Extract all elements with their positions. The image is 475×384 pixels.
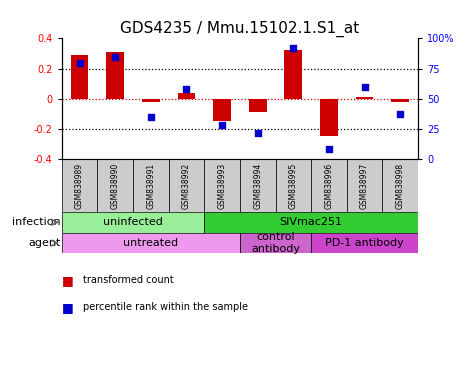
- Text: transformed count: transformed count: [83, 275, 174, 285]
- Bar: [391, 99, 409, 102]
- Text: GSM838998: GSM838998: [396, 162, 405, 209]
- Text: GSM838990: GSM838990: [111, 162, 120, 209]
- Text: GSM838989: GSM838989: [75, 162, 84, 209]
- Point: [111, 53, 119, 60]
- Text: control
antibody: control antibody: [251, 232, 300, 254]
- Bar: [71, 55, 88, 99]
- Text: GSM838997: GSM838997: [360, 162, 369, 209]
- Bar: [320, 99, 338, 136]
- Bar: [204, 159, 240, 212]
- Text: untreated: untreated: [123, 238, 179, 248]
- Text: GSM838991: GSM838991: [146, 162, 155, 209]
- Point: [254, 129, 261, 136]
- Bar: [62, 233, 240, 253]
- Bar: [178, 93, 195, 99]
- Bar: [249, 99, 266, 113]
- Point: [325, 146, 332, 152]
- Bar: [62, 159, 97, 212]
- Bar: [142, 99, 160, 102]
- Text: GSM838993: GSM838993: [218, 162, 227, 209]
- Bar: [311, 233, 418, 253]
- Text: GSM838996: GSM838996: [324, 162, 333, 209]
- Point: [361, 84, 369, 90]
- Bar: [62, 212, 204, 233]
- Bar: [276, 159, 311, 212]
- Text: GSM838992: GSM838992: [182, 162, 191, 209]
- Bar: [133, 159, 169, 212]
- Text: ■: ■: [62, 301, 74, 314]
- Text: GSM838994: GSM838994: [253, 162, 262, 209]
- Text: infection: infection: [12, 217, 61, 227]
- Point: [147, 114, 155, 120]
- Bar: [240, 233, 311, 253]
- Bar: [347, 159, 382, 212]
- Text: uninfected: uninfected: [103, 217, 163, 227]
- Bar: [356, 97, 373, 99]
- Bar: [285, 50, 302, 99]
- Title: GDS4235 / Mmu.15102.1.S1_at: GDS4235 / Mmu.15102.1.S1_at: [120, 21, 360, 37]
- Bar: [382, 159, 418, 212]
- Text: SIVmac251: SIVmac251: [280, 217, 342, 227]
- Bar: [311, 159, 347, 212]
- Text: percentile rank within the sample: percentile rank within the sample: [83, 302, 248, 312]
- Point: [289, 45, 297, 51]
- Bar: [240, 159, 276, 212]
- Point: [396, 111, 404, 118]
- Bar: [106, 52, 124, 99]
- Bar: [213, 99, 231, 121]
- Bar: [169, 159, 204, 212]
- Text: ■: ■: [62, 274, 74, 287]
- Bar: [204, 212, 418, 233]
- Text: GSM838995: GSM838995: [289, 162, 298, 209]
- Text: agent: agent: [28, 238, 61, 248]
- Point: [218, 122, 226, 128]
- Point: [76, 60, 84, 66]
- Text: PD-1 antibody: PD-1 antibody: [325, 238, 404, 248]
- Bar: [97, 159, 133, 212]
- Point: [182, 86, 190, 92]
